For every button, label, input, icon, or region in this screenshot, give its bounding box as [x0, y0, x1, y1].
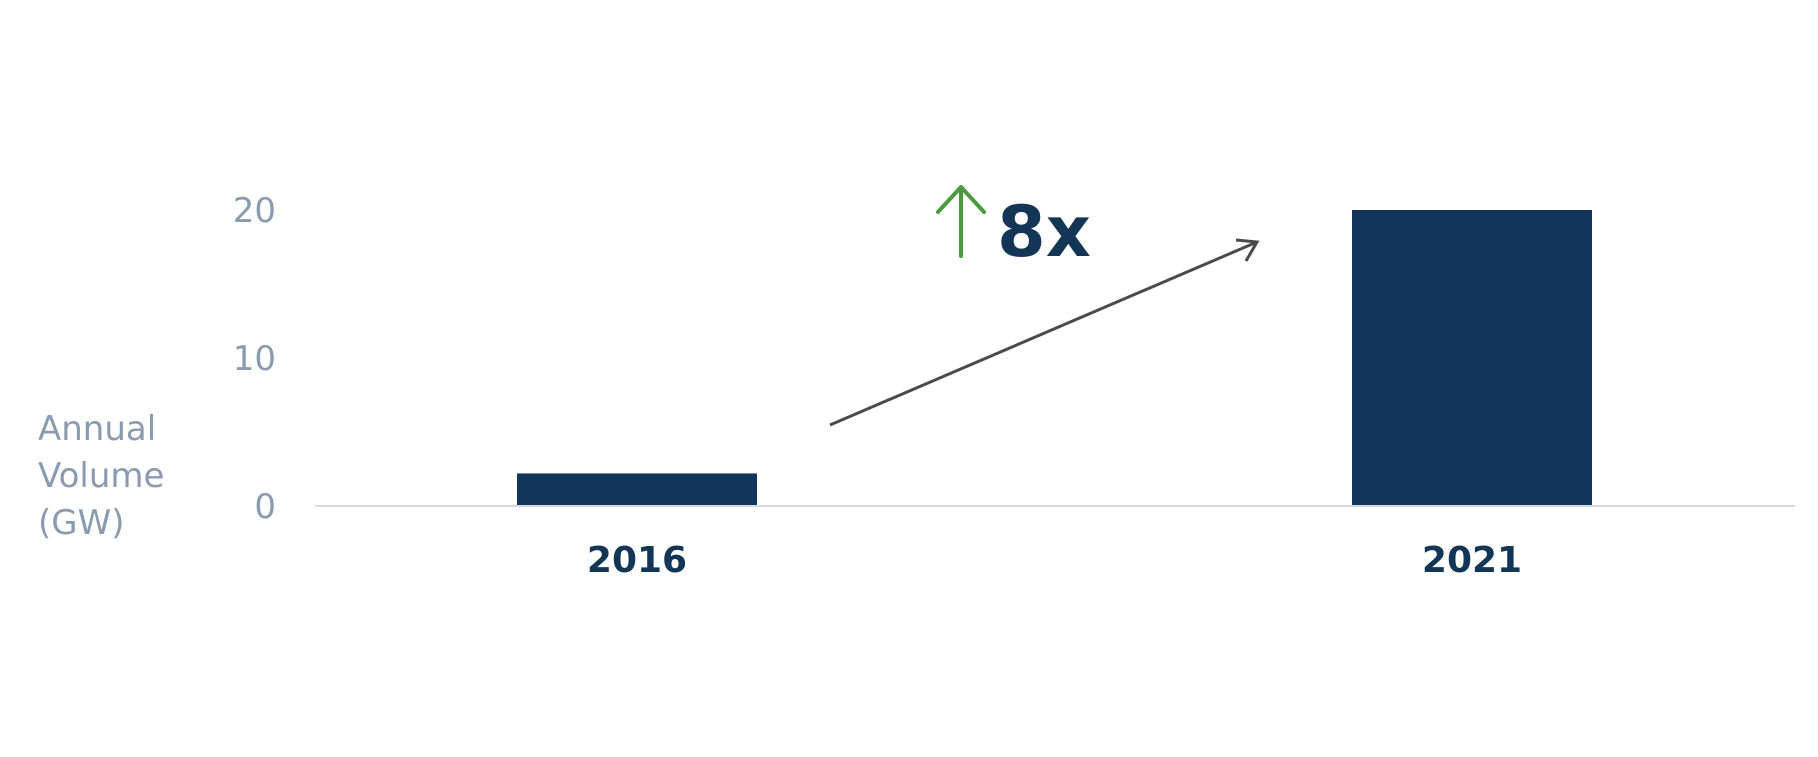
y-tick-label-0: 0: [254, 487, 276, 527]
bar-2016: [517, 473, 757, 506]
trend-arrow-line: [829, 240, 1258, 427]
trend-arrow-head: [1235, 238, 1260, 262]
y-axis-label: Annual Volume (GW): [38, 409, 164, 543]
y-tick-label-20: 20: [233, 191, 276, 231]
x-tick-label-2016: 2016: [587, 540, 687, 581]
growth-annotation: 8x: [936, 185, 1091, 273]
bar-2021: [1352, 210, 1592, 506]
x-tick-label-2021: 2021: [1422, 540, 1522, 581]
bars: [517, 210, 1592, 506]
y-tick-labels: 0 10 20: [233, 191, 276, 527]
y-axis-label-line-2: Volume: [38, 456, 164, 496]
trend-arrow: [829, 238, 1260, 427]
y-axis-label-line-3: (GW): [38, 503, 125, 543]
arrow-up-icon: [936, 185, 986, 258]
growth-multiplier-label: 8x: [997, 191, 1091, 273]
y-tick-label-10: 10: [233, 339, 276, 379]
x-tick-labels: 2016 2021: [587, 540, 1522, 581]
y-axis-label-line-1: Annual: [38, 409, 156, 449]
